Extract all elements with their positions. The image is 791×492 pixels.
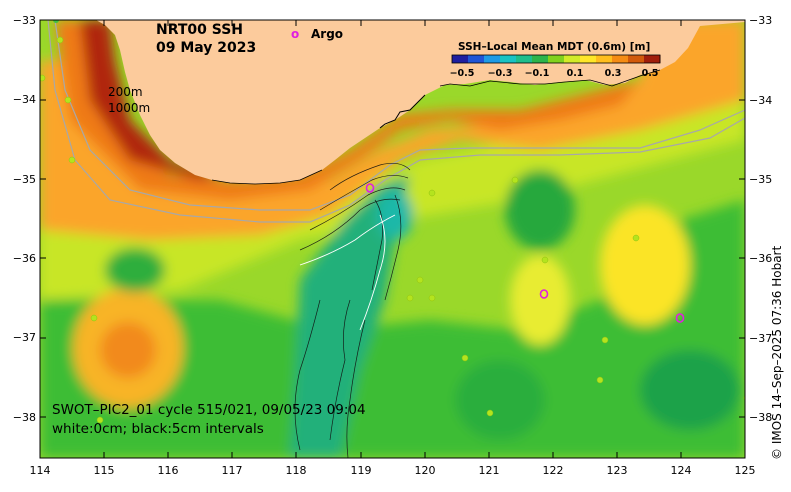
x-tick-label: 116 (158, 464, 179, 477)
imos-credit: © IMOS 14–Sep–2025 07:36 Hobart (770, 246, 784, 460)
colorbar-swatch (452, 55, 469, 63)
colorbar-ticks: −0.5 −0.3 −0.1 0.1 0.3 0.5 (450, 68, 659, 79)
isobath-1000-label: 1000m (108, 101, 150, 115)
colorbar-swatch (612, 55, 629, 63)
y-tick-label: −38 (13, 411, 36, 424)
swot-annotation-line2: white:0cm; black:5cm intervals (52, 421, 264, 437)
x-tick-label: 124 (671, 464, 692, 477)
colorbar-tick: 0.5 (642, 68, 659, 79)
colorbar-swatch (484, 55, 501, 63)
colorbar-swatch (548, 55, 565, 63)
colorbar-swatch (500, 55, 517, 63)
y-tick-label-right: −38 (749, 411, 772, 424)
y-tick-label-right: −35 (749, 173, 772, 186)
colorbar-swatch (644, 55, 661, 63)
x-tick-label: 123 (607, 464, 628, 477)
colorbar-tick: −0.1 (525, 68, 550, 79)
y-tick-label: −33 (13, 14, 36, 27)
isobath-200-label: 200m (108, 85, 143, 99)
y-tick-label-right: −33 (749, 14, 772, 27)
colorbar-swatch (564, 55, 581, 63)
x-tick-label: 119 (351, 464, 372, 477)
y-tick-label-right: −37 (749, 332, 772, 345)
colorbar-swatch (580, 55, 597, 63)
x-tick-label: 115 (94, 464, 115, 477)
y-axis-right: −33 −34 −35 −36 −37 −38 (749, 14, 772, 424)
plot-frame (39, 19, 746, 459)
x-tick-label: 118 (286, 464, 307, 477)
colorbar-swatch (516, 55, 533, 63)
x-tick-label: 114 (30, 464, 51, 477)
x-tick-label: 121 (479, 464, 500, 477)
x-tick-label: 120 (415, 464, 436, 477)
y-tick-label: −35 (13, 173, 36, 186)
x-tick-label: 125 (735, 464, 756, 477)
colorbar-tick: 0.3 (605, 68, 622, 79)
colorbar-title: SSH–Local Mean MDT (0.6m) [m] (458, 41, 650, 53)
x-axis: 114 115 116 117 118 119 120 121 122 123 … (30, 464, 756, 477)
x-tick-label: 122 (543, 464, 564, 477)
colorbar-swatch (596, 55, 613, 63)
colorbar-tick: −0.5 (450, 68, 475, 79)
colorbar-swatch (532, 55, 549, 63)
argo-legend-marker: o (291, 27, 299, 41)
y-tick-label: −37 (13, 331, 36, 344)
colorbar (451, 54, 661, 64)
y-tick-label-right: −36 (749, 252, 772, 265)
y-tick-label-right: −34 (749, 94, 772, 107)
ssh-field (40, 20, 745, 458)
colorbar-swatch (468, 55, 485, 63)
tick-marks (39, 19, 746, 458)
colorbar-tick: −0.3 (488, 68, 513, 79)
argo-markers (365, 183, 685, 323)
colorbar-swatch (628, 55, 645, 63)
colorbar-frame (451, 54, 661, 64)
swot-annotation-line1: SWOT–PIC2_01 cycle 515/021, 09/05/23 09:… (52, 402, 366, 418)
y-tick-label: −34 (13, 93, 36, 106)
map-title-line1: NRT00 SSH (156, 22, 243, 38)
x-tick-label: 117 (222, 464, 243, 477)
map-title-line2: 09 May 2023 (156, 40, 256, 56)
argo-legend-label: Argo (311, 27, 343, 41)
y-tick-label: −36 (13, 252, 36, 265)
y-axis: −33 −34 −35 −36 −37 −38 (13, 14, 36, 424)
colorbar-tick: 0.1 (567, 68, 584, 79)
